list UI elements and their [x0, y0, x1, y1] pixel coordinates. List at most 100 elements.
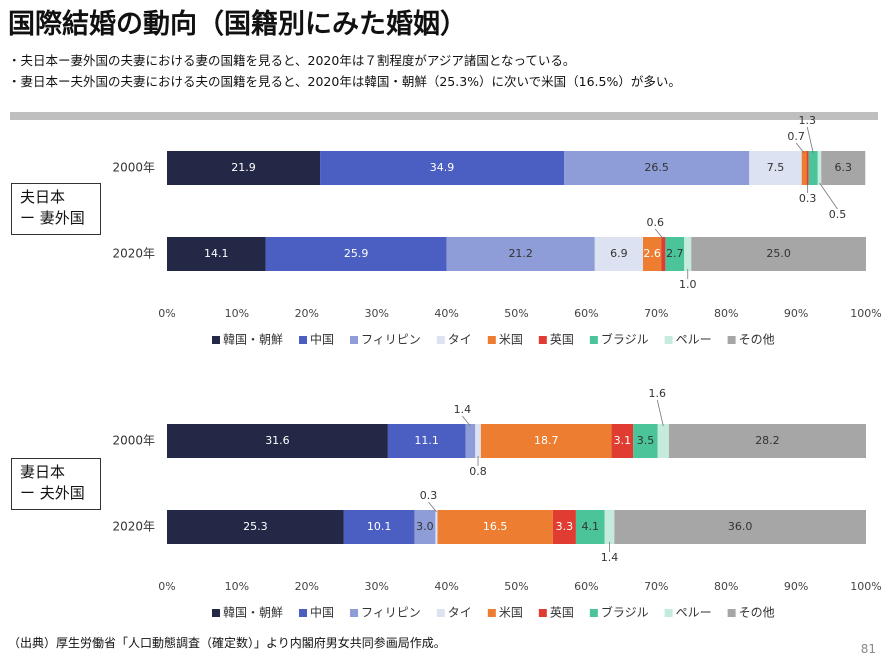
legend-label: タイ [448, 606, 472, 620]
legend-swatch [589, 336, 598, 344]
x-tick-label: 80% [714, 307, 738, 320]
bar-segment [437, 510, 553, 544]
leader-line [428, 501, 437, 513]
data-label: 0.7 [787, 130, 805, 143]
page-title: 国際結婚の動向（国籍別にみた婚姻） [8, 9, 467, 40]
legend-swatch [299, 336, 308, 344]
group-label-line: 妻日本 [20, 463, 66, 481]
data-label: 6.3 [835, 161, 853, 174]
section-divider [10, 112, 878, 120]
legend-swatch [299, 609, 308, 617]
bar-segment [665, 237, 685, 271]
data-label: 10.1 [367, 520, 392, 533]
data-label: 3.5 [637, 434, 655, 447]
bar-segment [611, 424, 634, 458]
bar-segment [806, 151, 809, 185]
legend-swatch [487, 609, 496, 617]
x-tick-label: 50% [504, 307, 528, 320]
legend-swatch [727, 609, 736, 617]
bar-segment [808, 151, 818, 185]
bar-segment [475, 424, 481, 458]
data-label: 0.5 [829, 208, 847, 221]
leader-line [656, 399, 664, 427]
data-label: 1.4 [601, 551, 619, 564]
data-label: 25.9 [344, 247, 369, 260]
data-label: 2.6 [643, 247, 661, 260]
bar-segment [594, 237, 644, 271]
legend-swatch [436, 609, 445, 617]
x-tick-label: 100% [850, 580, 881, 593]
bar-segment [643, 237, 662, 271]
x-tick-label: 10% [225, 307, 249, 320]
group-label-husband-japan: 夫日本 ー 妻外国 [11, 183, 101, 235]
leader-line [819, 182, 838, 210]
legend-label: ブラジル [601, 332, 649, 347]
x-tick-label: 60% [574, 580, 598, 593]
x-tick-label: 60% [574, 307, 598, 320]
legend-label: その他 [739, 333, 775, 347]
category-label: 2020年 [112, 247, 155, 261]
bar-segment [668, 424, 866, 458]
bar-segment [604, 510, 615, 544]
bar-segment [446, 237, 595, 271]
bar-segment [575, 510, 605, 544]
legend-swatch [538, 609, 547, 617]
bar-segment [821, 151, 866, 185]
legend-label: フィリピン [361, 333, 421, 347]
data-label: 28.2 [755, 434, 780, 447]
data-label: 21.9 [231, 161, 256, 174]
bar-segment [657, 424, 669, 458]
legend-swatch [350, 336, 359, 344]
bar-segment [167, 510, 344, 544]
data-label: 1.4 [454, 403, 472, 416]
group-label-line: 夫日本 [20, 188, 66, 206]
bar-segment [817, 151, 822, 185]
bar-segment [167, 237, 266, 271]
leader-line [806, 126, 814, 154]
x-tick-label: 30% [364, 580, 388, 593]
data-label: 18.7 [534, 434, 559, 447]
legend-label: 中国 [310, 605, 334, 620]
legend-swatch [589, 609, 598, 617]
data-label: 0.8 [469, 465, 487, 478]
data-label: 16.5 [483, 520, 508, 533]
data-label: 21.2 [508, 247, 533, 260]
bar-segment [387, 424, 466, 458]
bar-segment [320, 151, 565, 185]
data-label: 26.5 [644, 161, 669, 174]
data-label: 36.0 [728, 520, 753, 533]
data-label: 0.6 [647, 216, 665, 229]
data-label: 3.0 [416, 520, 434, 533]
legend-swatch [664, 336, 673, 344]
data-label: 0.3 [799, 192, 817, 205]
legend-label: 英国 [550, 606, 574, 620]
legend-swatch [212, 336, 220, 344]
data-label: 1.3 [798, 114, 816, 127]
x-tick-label: 50% [504, 580, 528, 593]
group-label-wife-japan: 妻日本 ー 夫外国 [11, 458, 101, 510]
x-tick-label: 70% [644, 580, 668, 593]
data-label: 1.0 [679, 278, 697, 291]
legend-swatch [664, 609, 673, 617]
bar-segment [661, 237, 666, 271]
data-label: 3.1 [614, 434, 632, 447]
legend-label: 中国 [310, 332, 334, 347]
legend-swatch [212, 609, 220, 617]
x-tick-label: 70% [644, 307, 668, 320]
data-label: 3.3 [556, 520, 574, 533]
data-label: 7.5 [767, 161, 785, 174]
bar-segment [691, 237, 866, 271]
group-label-line: ー 妻外国 [20, 209, 85, 227]
bar-segment [614, 510, 866, 544]
source-note: （出典）厚生労働省「人口動態調査（確定数）」より内閣府男女共同参画局作成。 [8, 636, 446, 650]
legend-label: フィリピン [361, 606, 421, 620]
legend-swatch [727, 336, 736, 344]
legend-label: 韓国・朝鮮 [223, 606, 283, 620]
bar-segment [633, 424, 658, 458]
x-tick-label: 90% [784, 307, 808, 320]
leader-line [795, 142, 805, 154]
summary-bullet-2: ・妻日本ー夫外国の夫妻における夫の国籍を見ると、2020年は韓国・朝鮮（25.3… [8, 74, 681, 89]
bar-segment [552, 510, 576, 544]
x-tick-label: 100% [850, 307, 881, 320]
